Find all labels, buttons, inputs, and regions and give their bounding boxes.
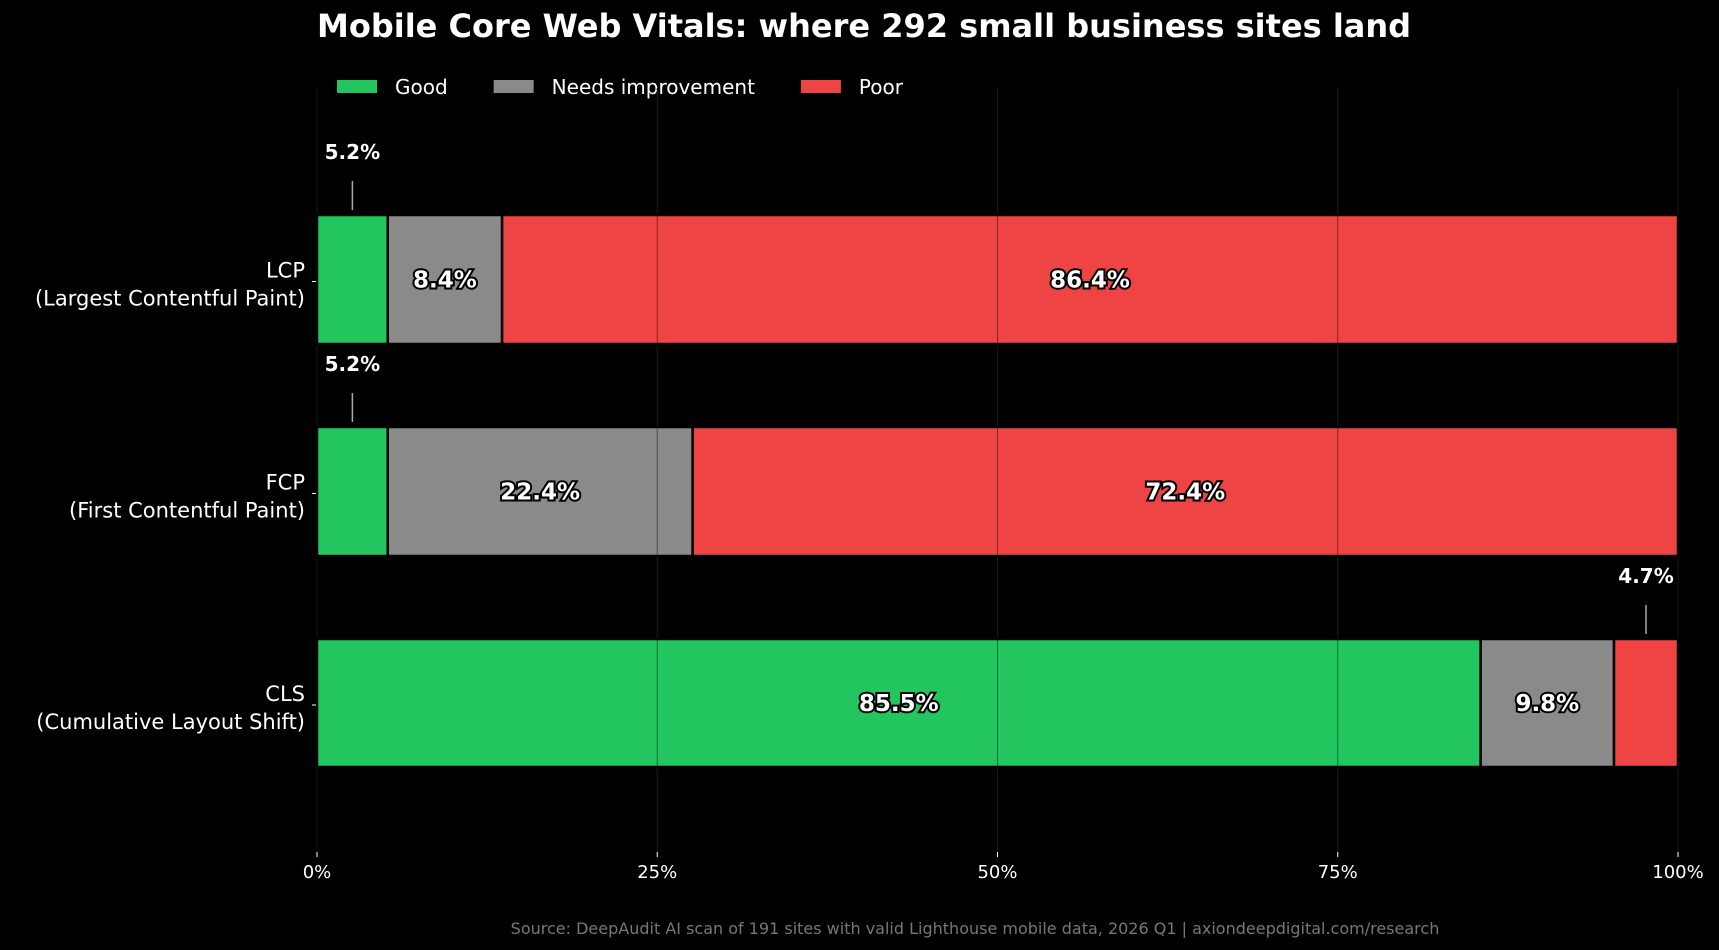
bar-segment: [315, 637, 1482, 769]
bar-segment: [386, 213, 504, 346]
x-tick-label: 100%: [1652, 862, 1703, 883]
data-label: 85.5%: [859, 691, 939, 717]
data-label: 9.8%: [1515, 691, 1579, 717]
legend-label: Poor: [859, 75, 904, 99]
y-tick-label-long: (Cumulative Layout Shift): [36, 710, 305, 734]
data-label: 5.2%: [325, 140, 380, 164]
x-tick-label: 75%: [1318, 862, 1358, 883]
legend-label: Good: [395, 75, 448, 99]
y-tick-label-long: (Largest Contentful Paint): [35, 287, 305, 311]
bar-segment: [500, 213, 1680, 346]
x-tick-label: 50%: [977, 862, 1017, 883]
bar-segment: [315, 425, 390, 558]
x-tick-label: 25%: [637, 862, 677, 883]
data-label: 4.7%: [1618, 564, 1673, 588]
data-labels: 5.2% 8.4% 86.4% 5.2% 22.4% 72.4% 85.5% 9.8% 4.7%: [325, 140, 1674, 719]
data-label: 8.4%: [413, 268, 477, 294]
bar-segment: [386, 425, 694, 558]
data-label: 22.4%: [500, 480, 580, 506]
y-axis: LCP (Largest Contentful Paint) FCP (First C…: [35, 259, 316, 734]
source-note: Source: DeepAudit AI scan of 191 sites w…: [511, 919, 1440, 938]
data-label: 5.2%: [325, 352, 380, 376]
x-tick-label: 0%: [303, 862, 332, 883]
y-tick-label-short: FCP: [266, 471, 305, 495]
gridlines-overlay: [316, 88, 1679, 852]
bar-segment: [1612, 637, 1680, 769]
legend-swatch: [337, 80, 377, 93]
bar-segment: [691, 425, 1680, 558]
data-label: 72.4%: [1145, 480, 1225, 506]
legend-swatch: [800, 80, 841, 93]
legend-label: Needs improvement: [552, 75, 755, 99]
data-label: 86.4%: [1050, 268, 1130, 294]
y-tick-label-long: (First Contentful Paint): [69, 499, 305, 523]
y-tick-label-short: LCP: [266, 259, 305, 283]
bars: [315, 213, 1680, 769]
legend: Good Needs improvement Poor: [337, 75, 904, 99]
chart-title: Mobile Core Web Vitals: where 292 small …: [317, 7, 1411, 45]
y-tick-label-short: CLS: [265, 682, 305, 706]
x-axis: 0% 25% 50% 75% 100%: [303, 852, 1704, 883]
bar-segment: [315, 213, 390, 346]
legend-swatch: [493, 80, 534, 93]
